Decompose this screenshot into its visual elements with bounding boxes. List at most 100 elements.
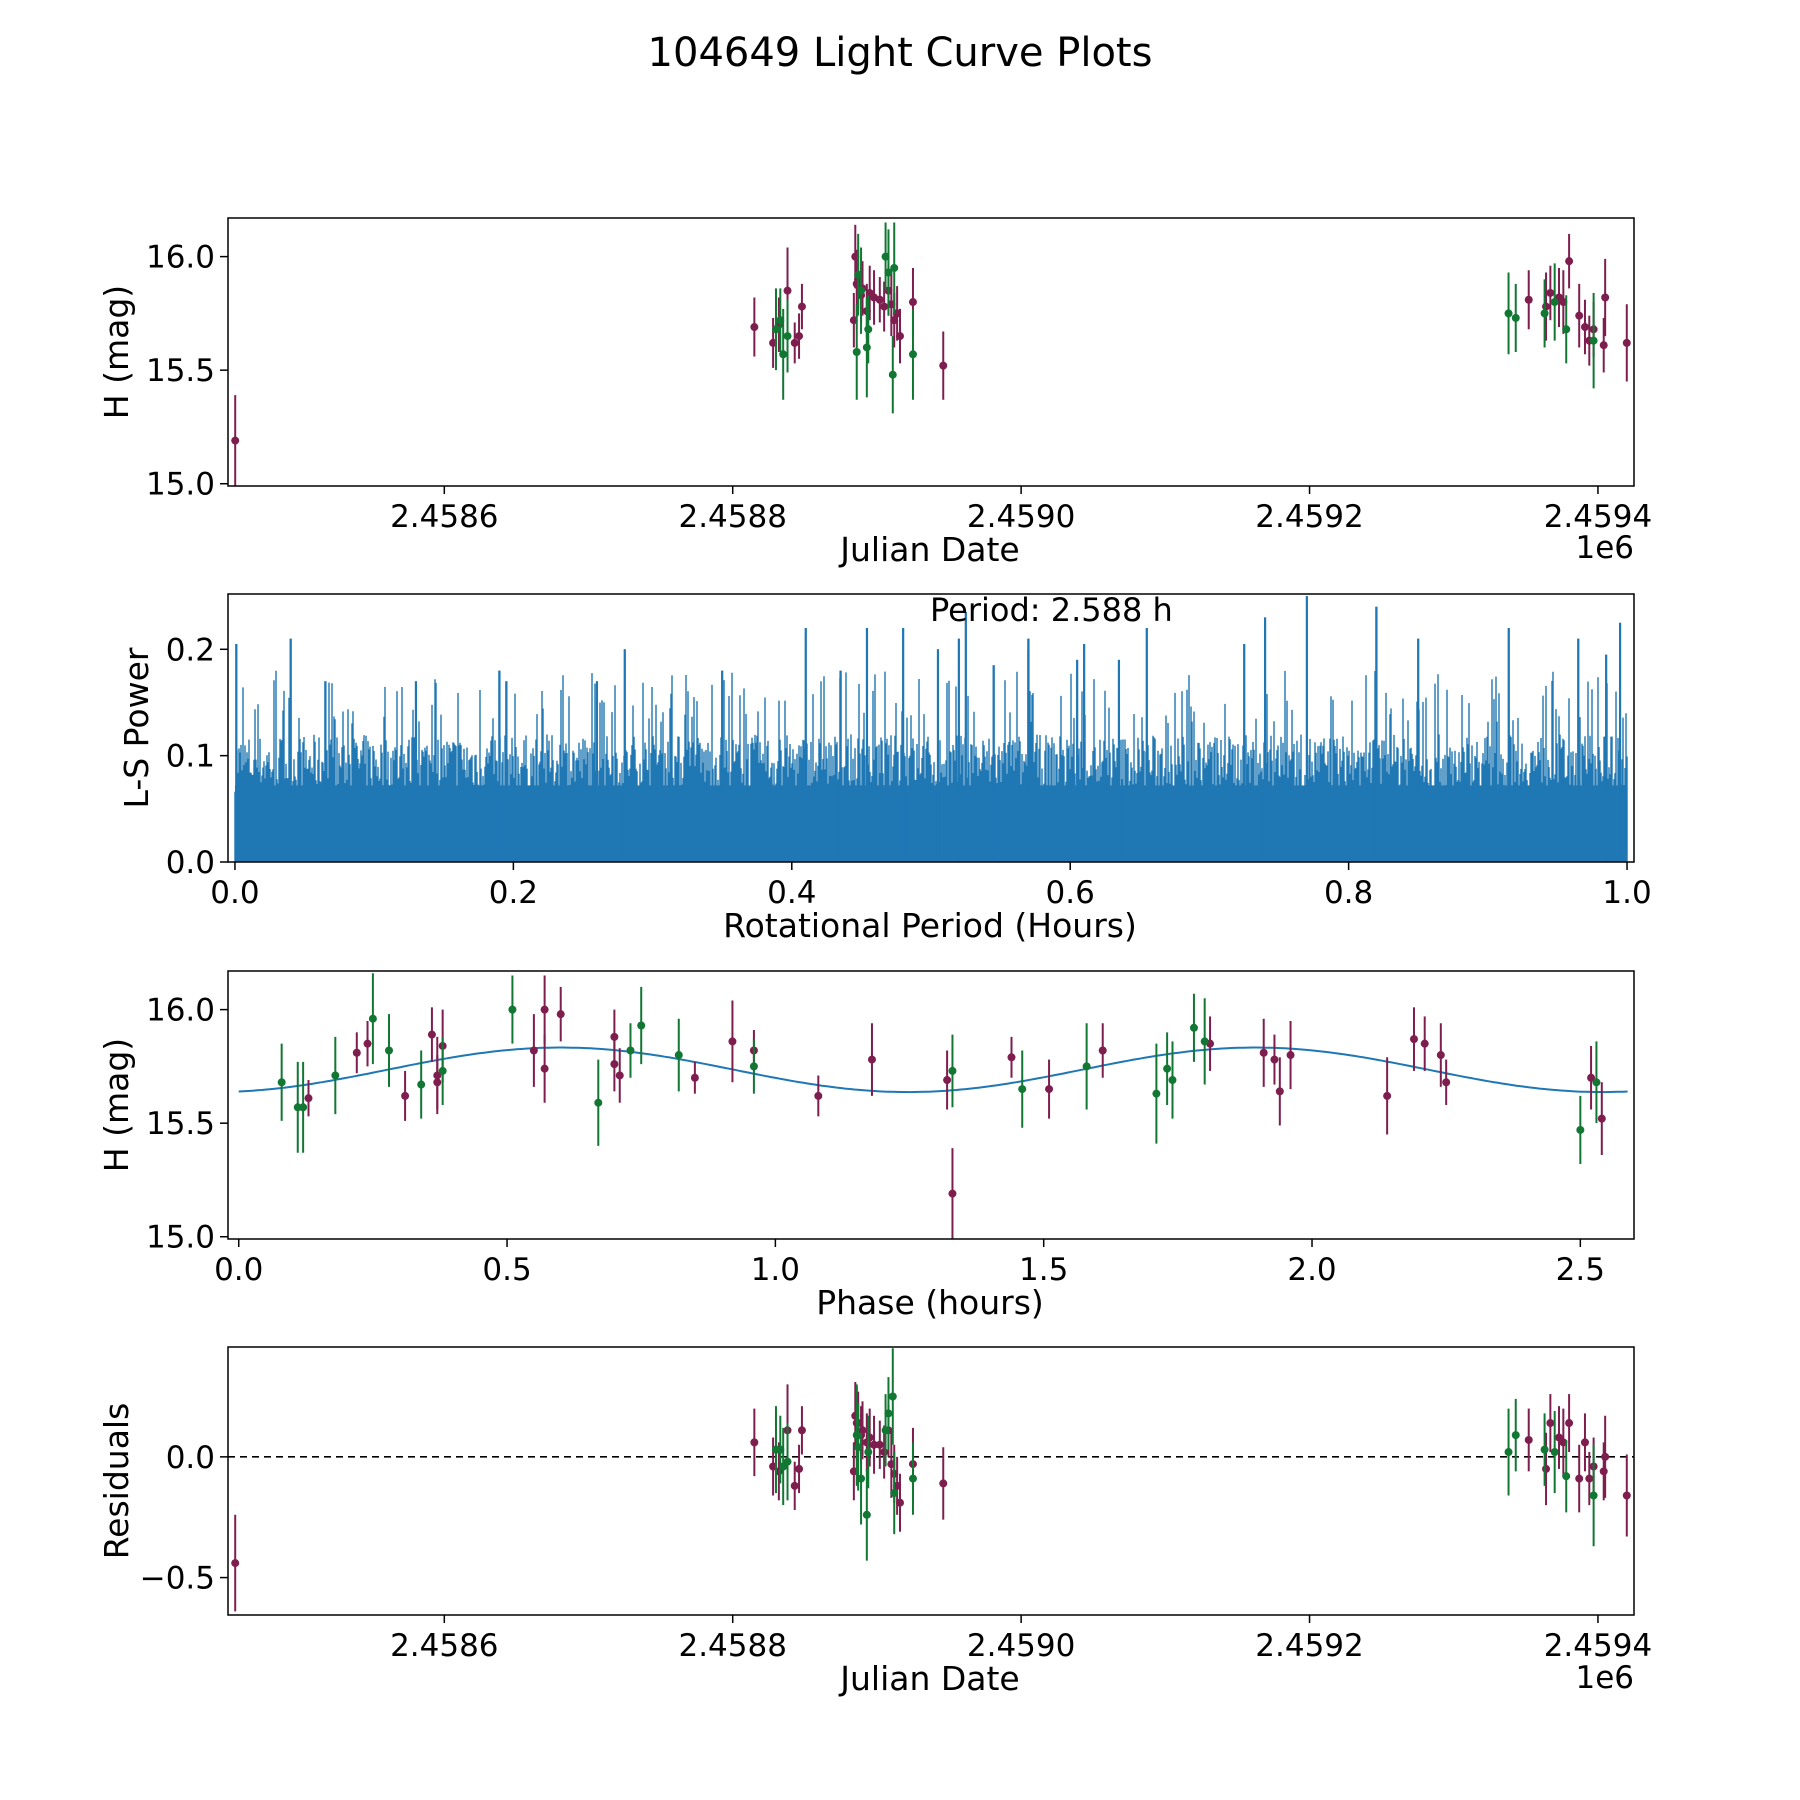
data-point	[814, 1091, 823, 1100]
data-point	[277, 1078, 286, 1087]
data-point	[1546, 1419, 1555, 1428]
data-point	[1436, 1051, 1445, 1060]
data-point	[1599, 341, 1608, 350]
data-point	[1168, 1076, 1177, 1085]
data-point	[797, 1426, 806, 1435]
data-point	[540, 1064, 549, 1073]
data-point	[895, 332, 904, 341]
data-point	[862, 343, 871, 352]
data-point	[895, 1498, 904, 1507]
data-point	[615, 1071, 624, 1080]
data-point	[690, 1073, 699, 1082]
y-tick-label: 16.0	[146, 993, 215, 1029]
data-point	[1576, 1125, 1585, 1134]
periodogram-frame	[227, 593, 1635, 863]
data-point	[790, 338, 799, 347]
data-point	[939, 361, 948, 370]
data-point	[867, 1055, 876, 1064]
data-point	[1018, 1085, 1027, 1094]
data-point	[779, 350, 788, 359]
data-point	[858, 1426, 867, 1435]
panel-phased: 0.0 0.5 1.0 1.5 2.0 2.5 15.0 15.5 16.0 Phase (ho…	[97, 970, 1635, 1322]
data-point	[427, 1030, 436, 1039]
y-tick-label: 0.0	[166, 845, 215, 881]
data-point	[417, 1080, 426, 1089]
data-point	[637, 1021, 646, 1030]
x-tick-label: 1.0	[751, 1252, 800, 1288]
y-tick-label: 15.5	[146, 1106, 215, 1142]
data-point	[1542, 1464, 1551, 1473]
x-tick-label: 2.0	[1287, 1252, 1336, 1288]
data-point	[1383, 1091, 1392, 1100]
residuals-x-offset: 1e6	[1575, 1660, 1634, 1696]
phased-ticks: 0.0 0.5 1.0 1.5 2.0 2.5 15.0 15.5 16.0	[146, 993, 1605, 1288]
data-point	[790, 1481, 799, 1490]
light-curve-xlabel: Julian Date	[838, 530, 1020, 569]
data-point	[857, 1474, 866, 1483]
data-point	[1259, 1048, 1268, 1057]
x-tick-label: 2.4590	[967, 1628, 1075, 1664]
data-point	[540, 1005, 549, 1014]
data-point	[1540, 309, 1549, 318]
y-tick-label: 0.1	[166, 739, 215, 775]
periodogram-ticks: 0.0 0.2 0.4 0.6 0.8 1.0 0.0 0.1 0.2	[166, 632, 1652, 911]
data-point	[1580, 323, 1589, 332]
data-point	[1550, 1448, 1559, 1457]
data-point	[908, 1474, 917, 1483]
x-tick-label: 2.4588	[678, 1628, 786, 1664]
data-point	[1524, 1435, 1533, 1444]
x-tick-label: 2.4586	[390, 1628, 498, 1664]
data-point	[1420, 1039, 1429, 1048]
data-point	[862, 1510, 871, 1519]
data-point	[1580, 1438, 1589, 1447]
fit-curve	[238, 1046, 1628, 1094]
data-point	[1442, 1078, 1451, 1087]
data-layer	[234, 596, 1628, 862]
data-point	[1163, 1064, 1172, 1073]
data-point	[783, 332, 792, 341]
data-point	[888, 1392, 897, 1401]
data-point	[1275, 1087, 1284, 1096]
data-point	[1575, 311, 1584, 320]
data-point	[888, 370, 897, 379]
data-point	[352, 1048, 361, 1057]
light-curve-ticks: 2.4586 2.4588 2.4590 2.4592 2.4594 15.0 15.5 16…	[146, 240, 1652, 535]
y-tick-label: 0.0	[166, 1440, 215, 1476]
data-point	[368, 1014, 377, 1023]
x-tick-label: 2.5	[1556, 1252, 1605, 1288]
x-tick-label: 1.5	[1019, 1252, 1068, 1288]
data-point	[1550, 298, 1559, 307]
data-point	[1592, 1078, 1601, 1087]
x-tick-label: 2.4594	[1544, 1628, 1652, 1664]
panel-residuals: 2.4586 2.4588 2.4590 2.4592 2.4594 −0.5 0.0 Ju…	[97, 1346, 1652, 1698]
data-point	[1622, 1491, 1631, 1500]
data-point	[1007, 1053, 1016, 1062]
y-tick-label: 15.0	[146, 1220, 215, 1256]
data-point	[1098, 1046, 1107, 1055]
data-point	[875, 1440, 884, 1449]
data-point	[304, 1094, 313, 1103]
data-point	[870, 1440, 879, 1449]
residuals-plot-area	[228, 1348, 1634, 1612]
data-point	[795, 332, 804, 341]
data-point	[1511, 313, 1520, 322]
x-tick-label: 1.0	[1602, 875, 1651, 911]
data-point	[948, 1189, 957, 1198]
y-tick-label: 15.5	[146, 353, 215, 389]
data-point	[852, 1431, 861, 1440]
data-point	[1622, 338, 1631, 347]
data-point	[884, 1409, 893, 1418]
data-point	[857, 286, 866, 295]
data-point	[1082, 1062, 1091, 1071]
data-point	[331, 1071, 340, 1080]
data-point	[299, 1103, 308, 1112]
data-point	[1045, 1085, 1054, 1094]
x-tick-label: 2.4594	[1544, 499, 1652, 535]
data-point	[508, 1005, 517, 1014]
periodogram-plot-area	[234, 596, 1628, 862]
data-point	[890, 1489, 899, 1498]
x-tick-label: 0.5	[482, 1252, 531, 1288]
data-point	[1585, 1474, 1594, 1483]
y-tick-label: 15.0	[146, 467, 215, 503]
x-tick-label: 0.8	[1324, 875, 1373, 911]
